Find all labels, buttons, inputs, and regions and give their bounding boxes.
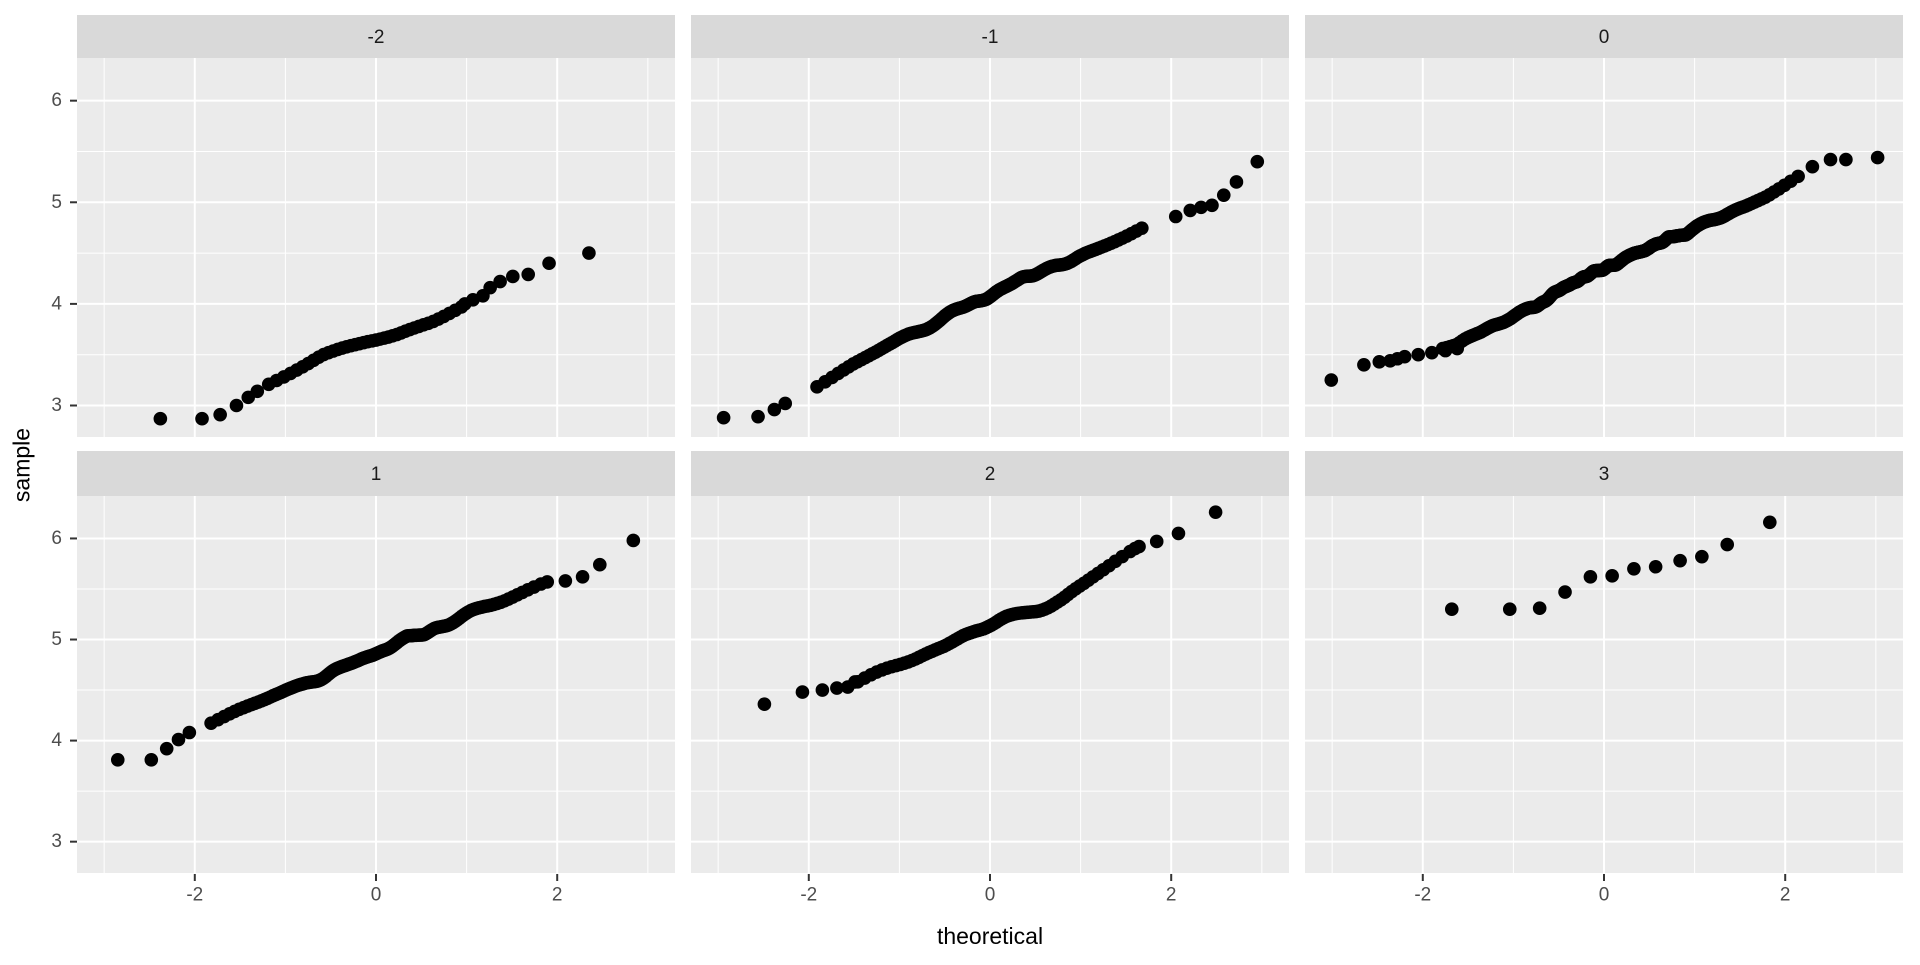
data-point — [506, 269, 520, 284]
data-point — [1648, 559, 1663, 574]
y-tick-label: 3 — [51, 831, 62, 852]
data-point — [815, 683, 830, 697]
data-point — [493, 274, 507, 289]
facet-strip-label: 1 — [371, 464, 382, 485]
y-tick-label: 3 — [51, 395, 62, 416]
data-point — [592, 557, 607, 572]
data-point — [716, 410, 731, 425]
data-point — [1605, 569, 1619, 583]
data-point — [159, 741, 174, 756]
data-point — [1135, 221, 1149, 235]
data-point — [521, 267, 536, 282]
data-point — [1216, 188, 1231, 202]
data-point — [1695, 549, 1709, 564]
facet-strip — [77, 451, 675, 496]
data-point — [795, 685, 810, 699]
data-point — [1870, 150, 1885, 165]
data-point — [1823, 152, 1838, 167]
facet-strip-label: 2 — [985, 464, 996, 485]
data-point — [542, 256, 556, 271]
data-point — [1627, 561, 1641, 576]
data-point — [1208, 505, 1223, 519]
data-point — [757, 697, 772, 712]
facet-strip — [691, 451, 1289, 496]
data-point — [1194, 200, 1208, 215]
data-point — [1502, 602, 1517, 617]
y-tick-label: 6 — [51, 528, 62, 549]
data-point — [110, 752, 125, 767]
facet-strip — [1305, 451, 1903, 496]
x-tick-label: 0 — [371, 885, 382, 906]
data-point — [1673, 553, 1687, 568]
data-point — [1720, 537, 1735, 552]
facet-strip — [691, 15, 1289, 58]
data-point — [1250, 154, 1265, 169]
x-tick-label: 2 — [1780, 885, 1791, 906]
data-point — [229, 398, 244, 413]
x-axis-title: theoretical — [936, 923, 1044, 949]
data-point — [1324, 373, 1339, 387]
x-tick-label: 0 — [1599, 885, 1610, 906]
y-tick-label: 5 — [51, 192, 62, 213]
data-point — [1558, 585, 1572, 599]
data-point — [540, 575, 555, 589]
data-point — [1168, 209, 1183, 224]
data-point — [1128, 541, 1142, 556]
facet-strip-label: 3 — [1599, 464, 1610, 485]
facet-strip — [1305, 15, 1903, 58]
x-tick-label: 2 — [1166, 885, 1177, 906]
data-point — [1763, 515, 1777, 530]
facet-strip — [77, 15, 675, 58]
y-tick-label: 6 — [51, 90, 62, 111]
data-point — [830, 681, 844, 695]
y-tick-label: 4 — [51, 293, 62, 314]
data-point — [195, 411, 209, 426]
x-tick-label: -2 — [186, 885, 203, 906]
data-point — [1532, 601, 1547, 615]
data-point — [1372, 355, 1387, 369]
data-point — [182, 725, 197, 740]
data-point — [1805, 159, 1820, 174]
data-point — [1425, 345, 1439, 360]
data-point — [582, 246, 596, 260]
x-tick-label: -2 — [1414, 885, 1431, 906]
data-point — [1183, 203, 1198, 218]
y-tick-label: 4 — [51, 730, 62, 751]
data-point — [767, 402, 782, 417]
data-point — [626, 533, 641, 548]
data-point — [558, 574, 573, 588]
data-point — [1229, 175, 1244, 189]
data-point — [575, 570, 590, 584]
data-point — [144, 752, 159, 767]
data-point — [153, 411, 168, 426]
data-point — [483, 280, 497, 295]
data-point — [1357, 358, 1371, 372]
data-point — [778, 396, 793, 411]
data-point — [213, 407, 227, 422]
facet-strip-label: 0 — [1599, 27, 1610, 48]
data-point — [250, 384, 265, 399]
x-tick-label: 2 — [552, 885, 563, 906]
data-point — [1444, 602, 1459, 617]
data-point — [1583, 570, 1598, 584]
x-tick-label: -2 — [800, 885, 817, 906]
data-point — [1791, 169, 1805, 184]
data-point — [1839, 152, 1853, 167]
y-axis-title: sample — [8, 427, 35, 503]
facet-strip-label: -2 — [368, 27, 385, 48]
data-point — [1397, 349, 1412, 364]
data-point — [171, 732, 186, 747]
data-point — [1149, 534, 1164, 549]
data-point — [751, 409, 765, 424]
data-point — [1411, 347, 1426, 362]
facet-strip-label: -1 — [982, 27, 999, 48]
data-point — [1205, 198, 1219, 213]
x-tick-label: 0 — [985, 885, 996, 906]
y-tick-label: 5 — [51, 629, 62, 650]
data-point — [1171, 526, 1186, 541]
